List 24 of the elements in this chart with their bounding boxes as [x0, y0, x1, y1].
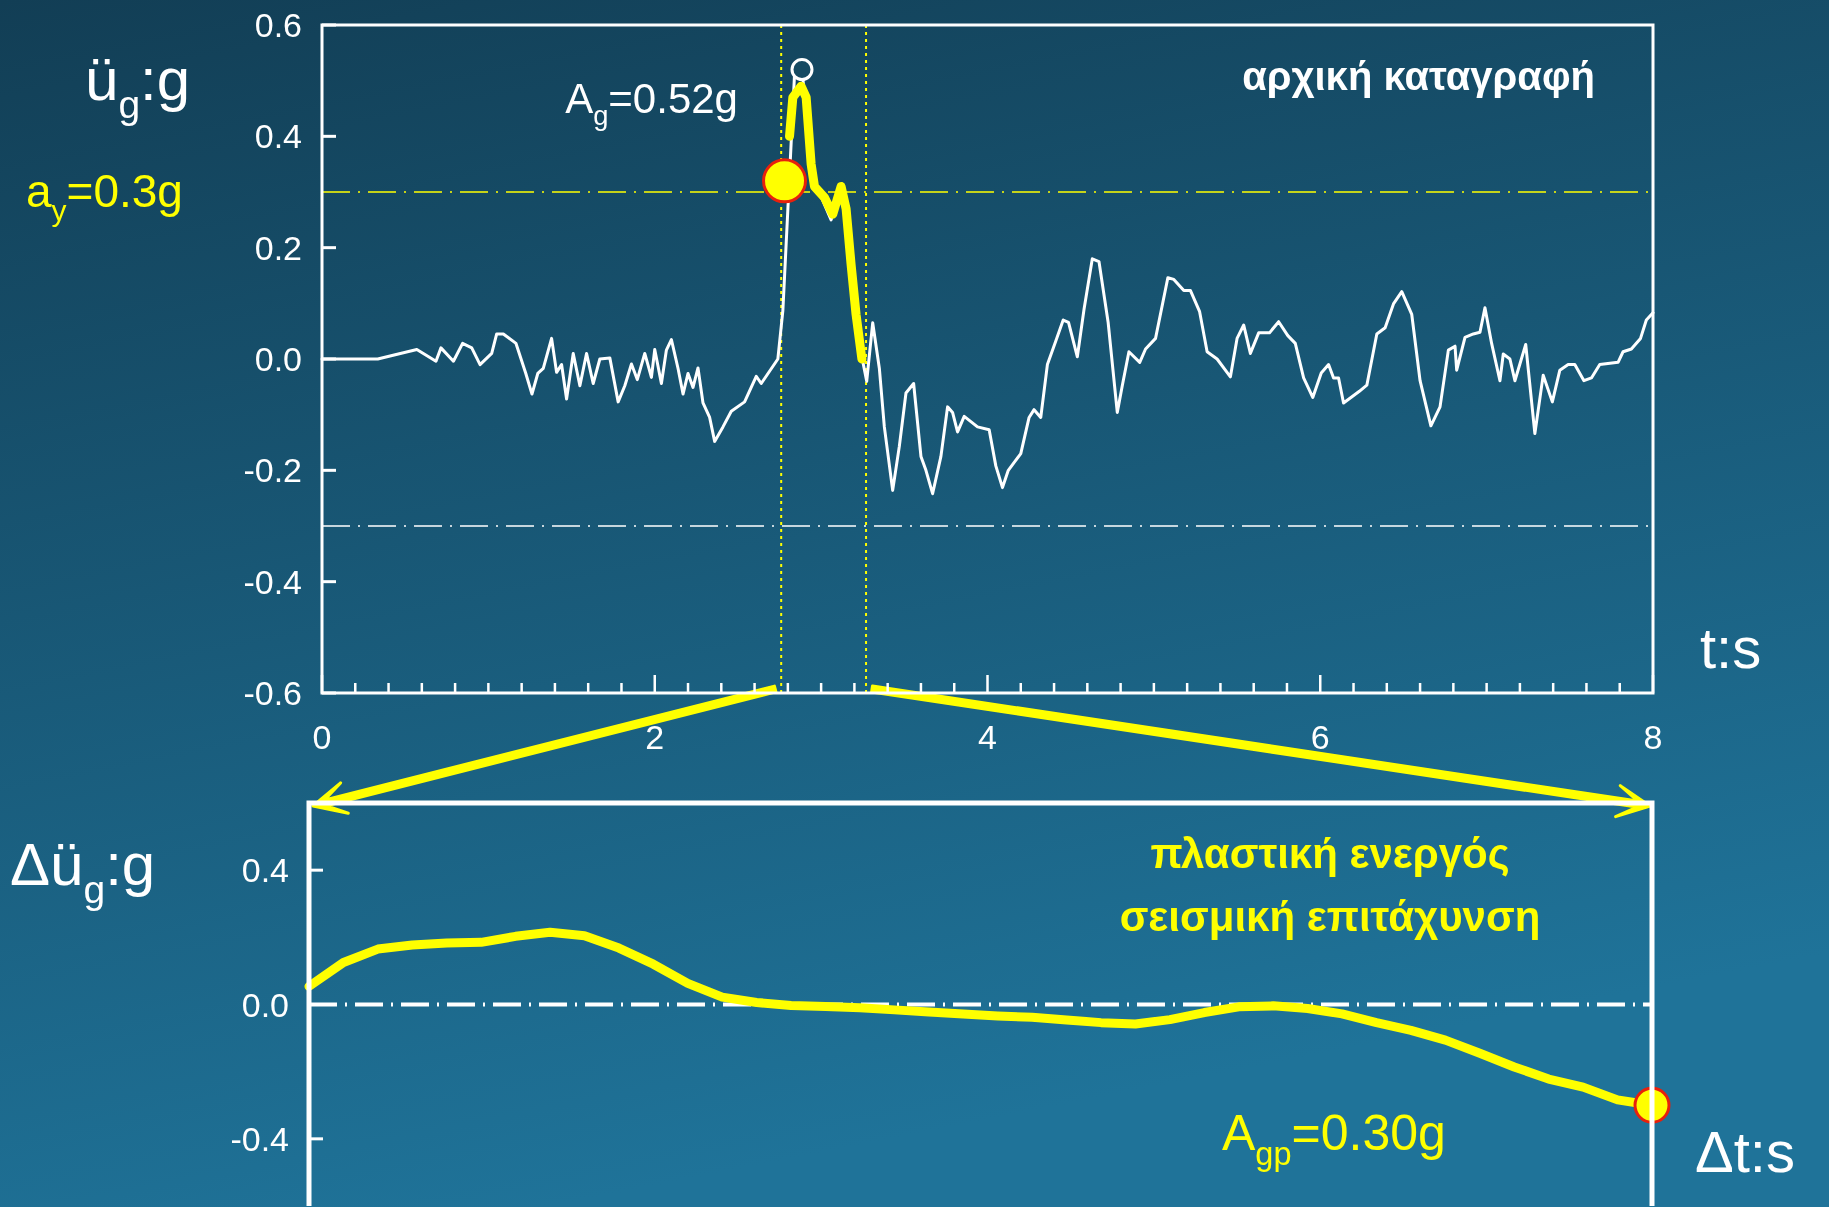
annotation: A$_{g}$=0.52g [565, 74, 738, 132]
annotation: αρχική καταγραφή [1242, 54, 1595, 98]
annotation: πλαστική ενεργός σεισμική επιτάχυνση [1119, 830, 1541, 940]
y-tick-label: -0.6 [243, 674, 302, 712]
annotation: A$_{gp}$=0.30g [1222, 1105, 1446, 1172]
x-axis-title: t:s [1700, 615, 1762, 680]
y-tick-label: 0.0 [241, 985, 289, 1024]
y-tick-label: 0.2 [254, 228, 302, 267]
y-tick-label: 0.6 [254, 6, 302, 44]
y-tick-label: -0.4 [243, 562, 302, 601]
y-axis-title: Δü$_{g}$:g [10, 831, 156, 911]
x-tick-label: 2 [645, 718, 665, 756]
x-tick-label: 4 [978, 718, 997, 756]
x-tick-label: 8 [1643, 718, 1663, 756]
y-tick-label: -0.4 [230, 1119, 289, 1158]
y-tick-label: -0.2 [243, 451, 302, 490]
ref-line-label: a$_{y}$=0.3g [26, 165, 183, 227]
y-tick-label: 0.0 [254, 340, 302, 378]
x-tick-label: 6 [1310, 718, 1330, 756]
y-tick-label: 0.4 [254, 117, 302, 156]
y-axis-title: ü$_{g}$:g [85, 46, 191, 126]
y-tick-label: 0.4 [241, 851, 289, 890]
x-tick-label: 0 [312, 718, 332, 756]
x-axis-title: Δt:s [1695, 1119, 1795, 1184]
